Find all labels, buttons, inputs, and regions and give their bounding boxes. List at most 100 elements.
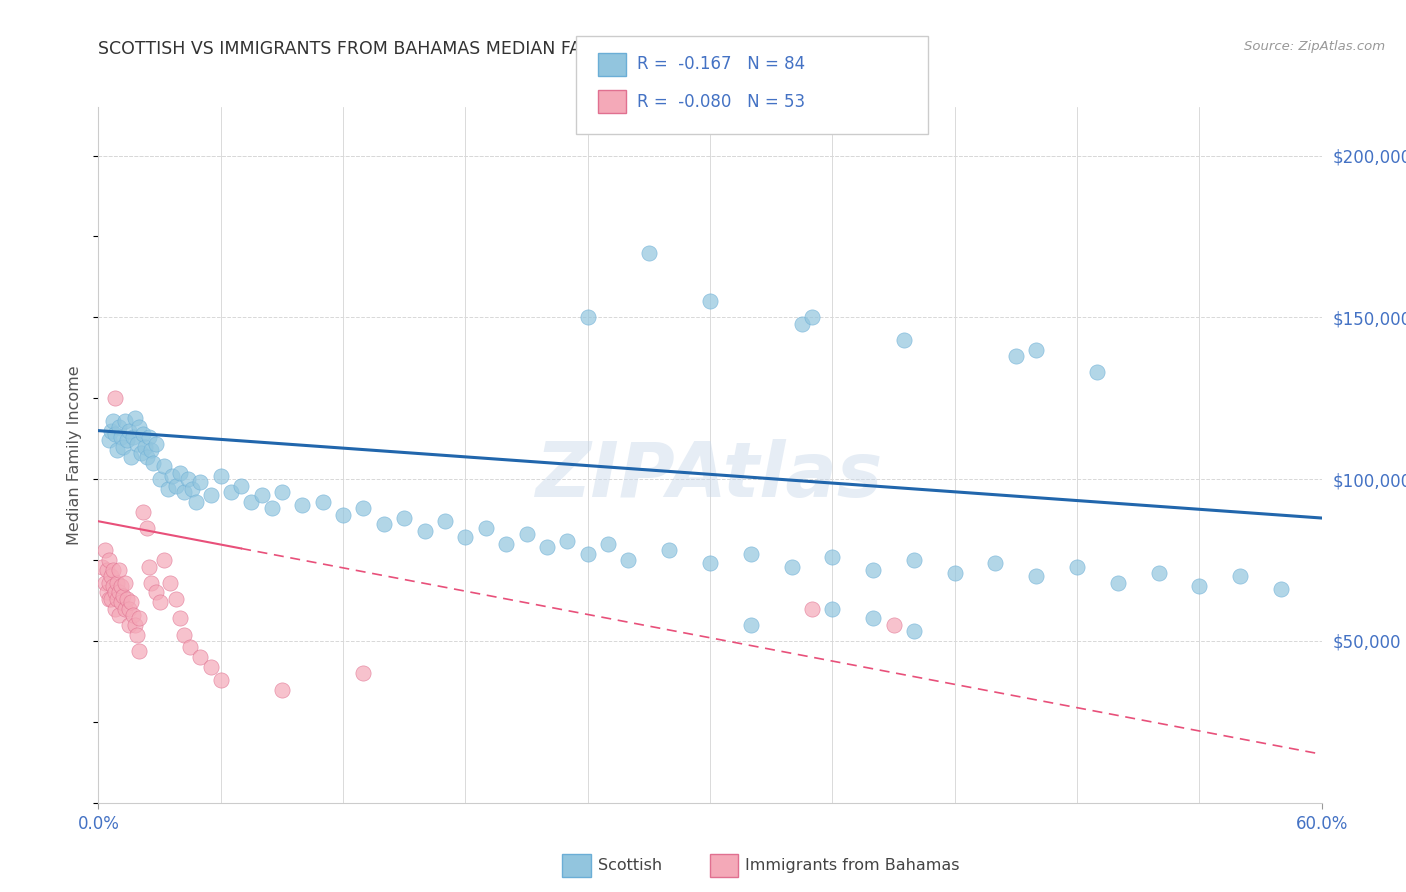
Point <box>790 317 813 331</box>
Point <box>138 430 160 444</box>
Point <box>104 426 127 441</box>
Point <box>91 559 114 574</box>
Point <box>231 478 253 492</box>
Point <box>122 430 145 444</box>
Point <box>104 585 127 599</box>
Point <box>1229 569 1251 583</box>
Point <box>332 508 354 522</box>
Point <box>699 557 721 571</box>
Point <box>122 608 145 623</box>
Point <box>169 611 191 625</box>
Point <box>132 504 155 518</box>
Point <box>128 611 150 625</box>
Point <box>821 549 844 564</box>
Point <box>115 591 138 606</box>
Point <box>93 575 115 590</box>
Point <box>260 501 283 516</box>
Text: SCOTTISH VS IMMIGRANTS FROM BAHAMAS MEDIAN FAMILY INCOME CORRELATION CHART: SCOTTISH VS IMMIGRANTS FROM BAHAMAS MEDI… <box>98 40 890 58</box>
Point <box>1085 365 1108 379</box>
Point <box>111 589 134 603</box>
Point <box>219 485 242 500</box>
Point <box>134 440 156 454</box>
Point <box>1107 575 1129 590</box>
Point <box>110 430 132 444</box>
Point <box>392 511 416 525</box>
Point <box>576 310 599 325</box>
Point <box>120 450 142 464</box>
Point <box>108 585 131 599</box>
Point <box>862 611 884 625</box>
Point <box>250 488 273 502</box>
Point <box>1025 343 1047 357</box>
Point <box>173 627 195 641</box>
Point <box>108 420 131 434</box>
Point <box>434 514 457 528</box>
Point <box>903 624 925 639</box>
Point <box>136 450 159 464</box>
Point <box>240 495 263 509</box>
Point <box>821 601 844 615</box>
Point <box>165 478 187 492</box>
Point <box>160 469 183 483</box>
Point <box>1025 569 1047 583</box>
Text: Source: ZipAtlas.com: Source: ZipAtlas.com <box>1244 40 1385 54</box>
Text: R =  -0.167   N = 84: R = -0.167 N = 84 <box>637 55 806 73</box>
Point <box>124 617 146 632</box>
Point <box>105 443 128 458</box>
Point <box>270 485 294 500</box>
Point <box>576 547 599 561</box>
Point <box>104 601 127 615</box>
Point <box>132 426 155 441</box>
Point <box>1188 579 1211 593</box>
Point <box>128 643 150 657</box>
Point <box>312 495 335 509</box>
Point <box>903 553 925 567</box>
Point <box>740 547 762 561</box>
Point <box>186 495 208 509</box>
Point <box>101 579 124 593</box>
Point <box>124 410 146 425</box>
Point <box>943 566 966 580</box>
Point <box>598 537 620 551</box>
Point <box>114 601 136 615</box>
Text: Immigrants from Bahamas: Immigrants from Bahamas <box>745 858 960 872</box>
Point <box>101 414 124 428</box>
Point <box>97 553 120 567</box>
Point <box>516 527 538 541</box>
Point <box>145 585 167 599</box>
Point <box>114 414 136 428</box>
Point <box>200 488 222 502</box>
Point <box>209 469 232 483</box>
Point <box>118 617 141 632</box>
Point <box>780 559 803 574</box>
Point <box>110 595 132 609</box>
Point <box>1270 582 1292 597</box>
Text: ZIPAtlas: ZIPAtlas <box>536 439 884 513</box>
Point <box>141 443 163 458</box>
Point <box>984 557 1007 571</box>
Point <box>152 459 174 474</box>
Point <box>373 517 395 532</box>
Point <box>188 650 212 665</box>
Point <box>270 682 294 697</box>
Point <box>699 294 721 309</box>
Point <box>136 521 159 535</box>
Point <box>127 627 149 641</box>
Point <box>152 553 174 567</box>
Point <box>159 575 181 590</box>
Point <box>209 673 232 687</box>
Point <box>100 591 122 606</box>
Point <box>177 472 200 486</box>
Point <box>108 563 131 577</box>
Point <box>97 575 120 590</box>
Point <box>801 601 824 615</box>
Point <box>97 434 120 448</box>
Point <box>801 310 824 325</box>
Point <box>352 666 374 681</box>
Point <box>149 595 172 609</box>
Point <box>127 436 149 450</box>
Point <box>536 540 558 554</box>
Text: R =  -0.080   N = 53: R = -0.080 N = 53 <box>637 93 806 111</box>
Point <box>141 575 163 590</box>
Point <box>96 563 118 577</box>
